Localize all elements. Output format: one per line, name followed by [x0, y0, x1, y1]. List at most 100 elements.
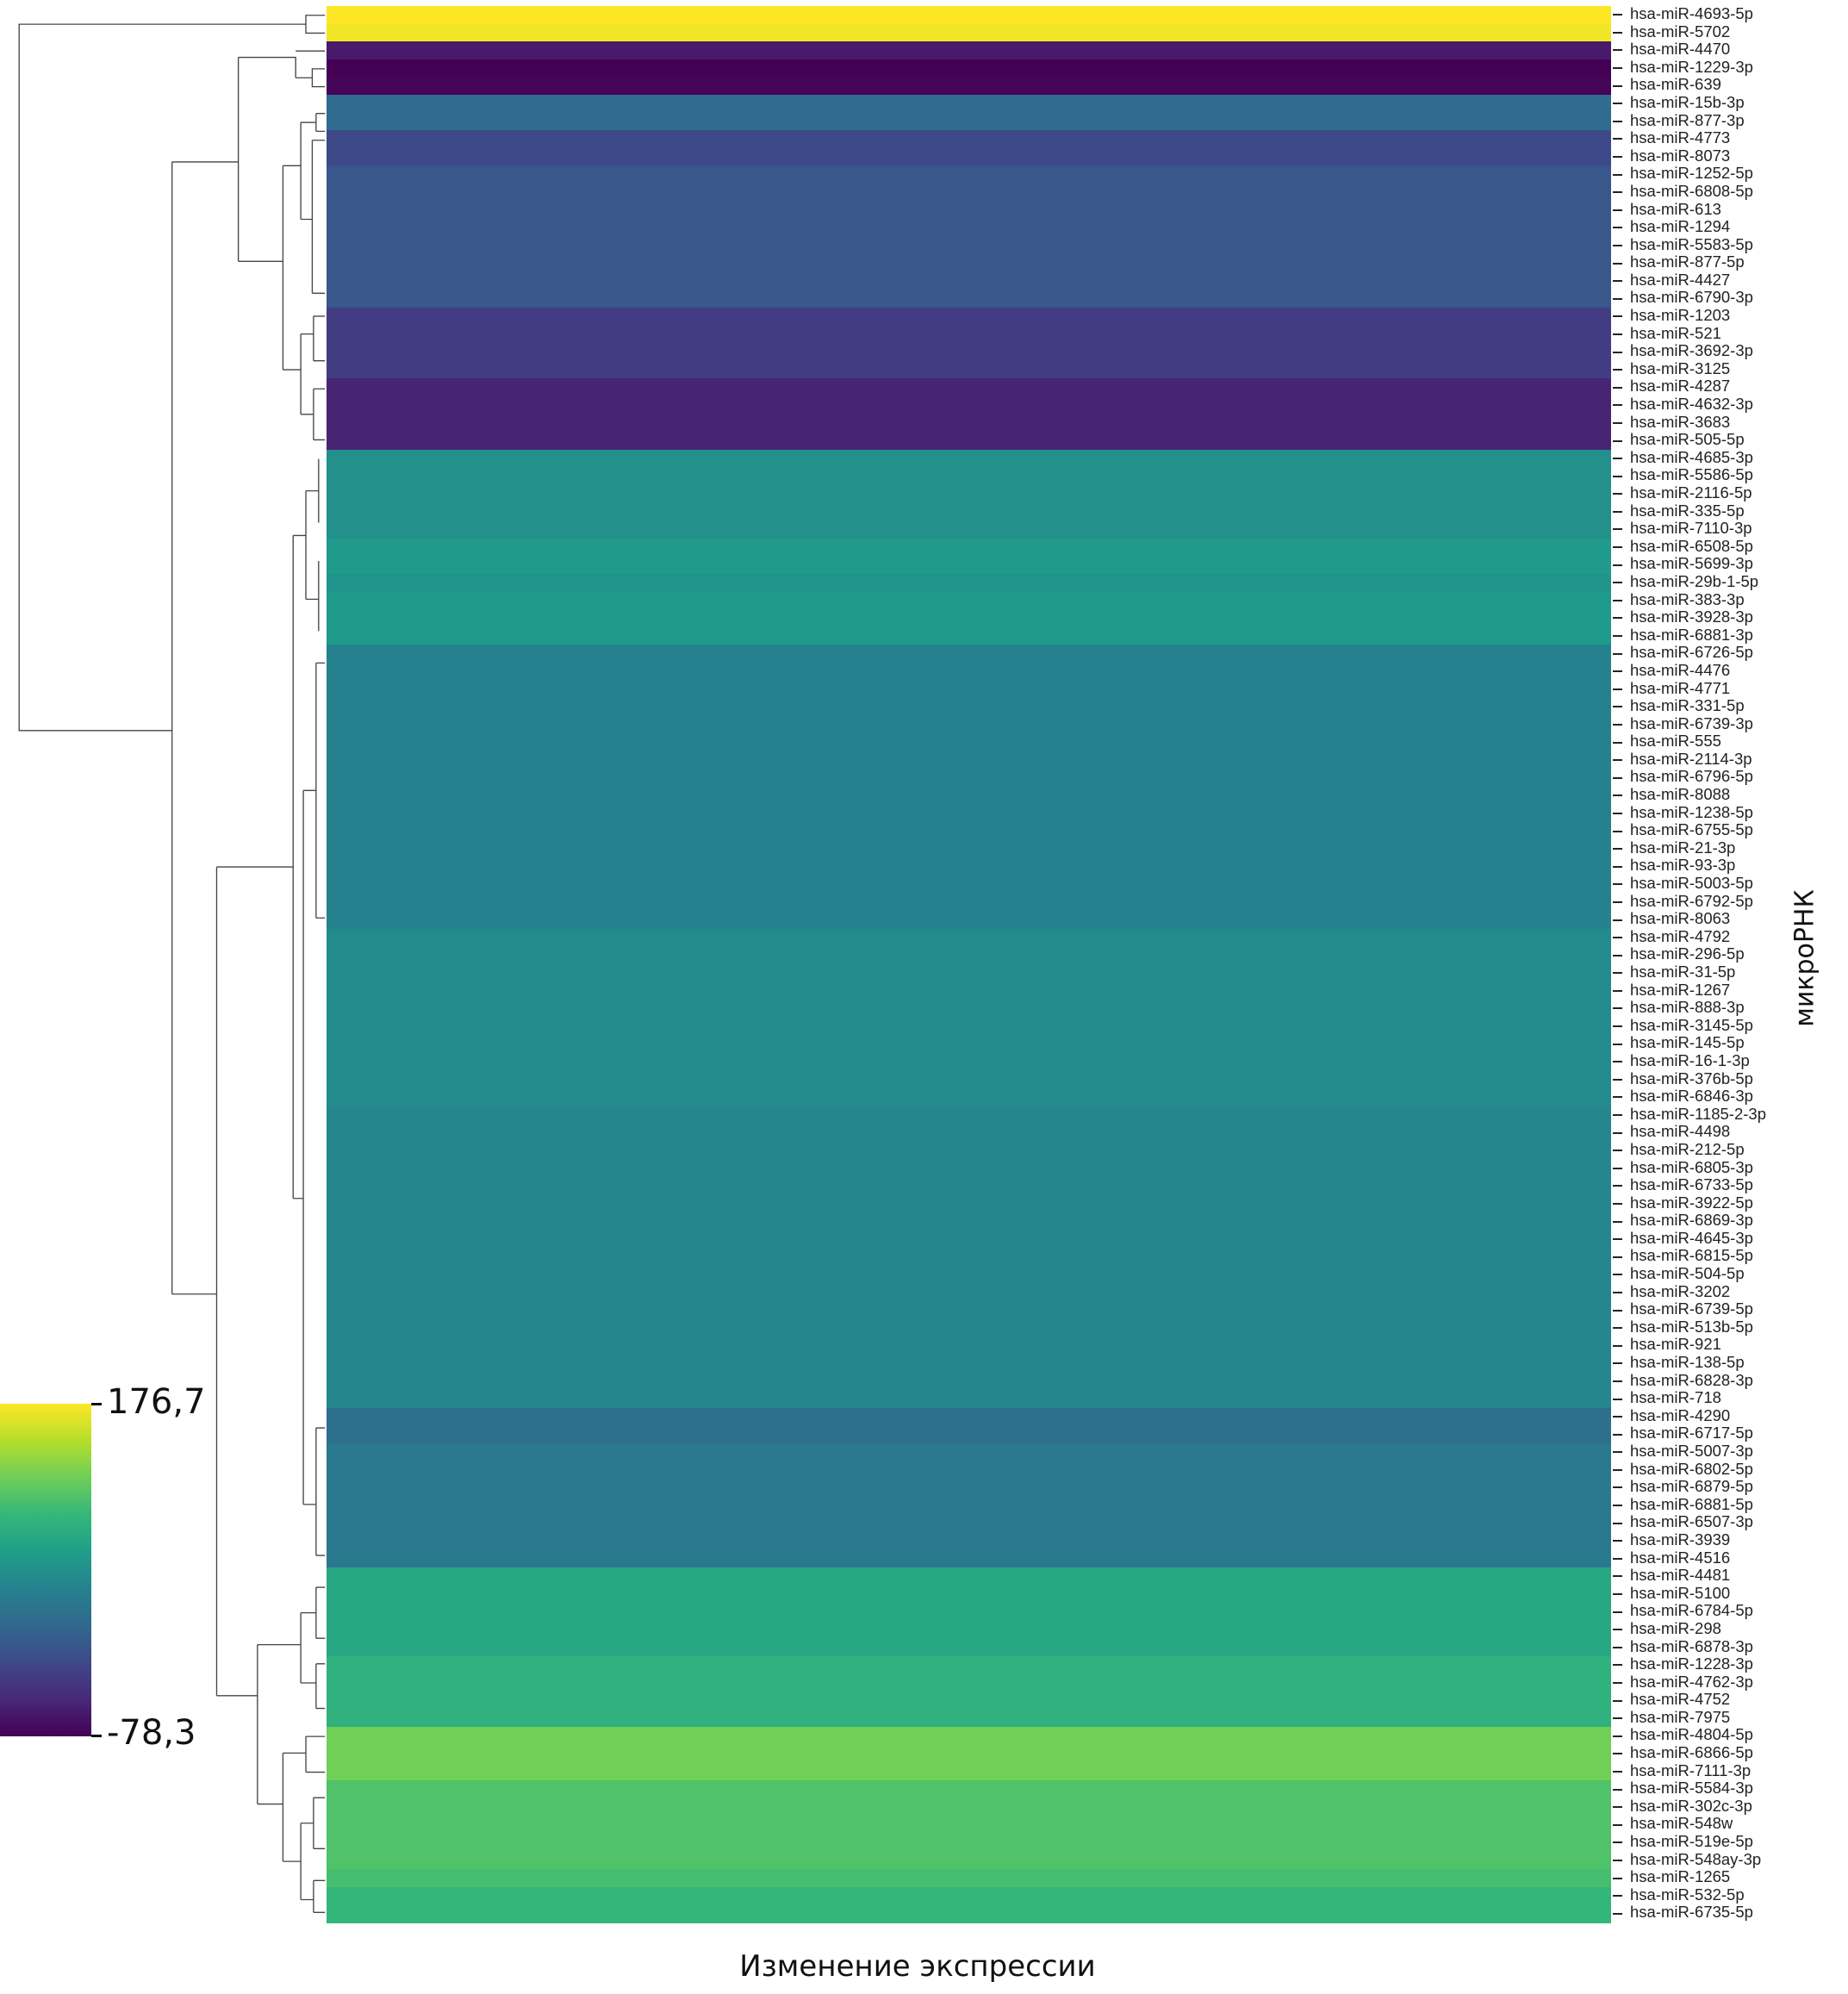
heatmap-cell: [327, 360, 1611, 380]
heatmap-cell: [327, 254, 1611, 273]
row-label: hsa-miR-298: [1630, 1618, 1721, 1637]
row-tick: [1613, 1522, 1622, 1524]
row-label: hsa-miR-8088: [1630, 785, 1731, 804]
row-tick: [1613, 1416, 1622, 1418]
row-tick: [1613, 1682, 1622, 1684]
row-tick: [1613, 475, 1622, 477]
heatmap-cell: [327, 1318, 1611, 1338]
heatmap-cell: [327, 94, 1611, 114]
colorbar: [0, 1404, 91, 1736]
row-tick: [1613, 1611, 1622, 1613]
row-tick: [1613, 954, 1622, 956]
row-tick: [1613, 1220, 1622, 1223]
row-label: hsa-miR-6881-3p: [1630, 625, 1753, 644]
row-label: hsa-miR-5702: [1630, 22, 1731, 41]
row-tick: [1613, 227, 1622, 229]
row-label: hsa-miR-504-5p: [1630, 1264, 1745, 1283]
heatmap-cell: [327, 1531, 1611, 1551]
row-tick: [1613, 830, 1622, 832]
row-tick: [1613, 937, 1622, 939]
heatmap-cell: [327, 1673, 1611, 1692]
row-tick: [1613, 84, 1622, 87]
colorbar-max-label: 176,7: [107, 1382, 206, 1422]
row-tick: [1613, 421, 1622, 424]
row-tick: [1613, 564, 1622, 566]
heatmap-cell: [327, 467, 1611, 486]
row-tick: [1613, 14, 1622, 16]
heatmap-cell: [327, 165, 1611, 184]
heatmap-cell: [327, 804, 1611, 823]
row-label: hsa-miR-4752: [1630, 1690, 1731, 1709]
heatmap-cell: [327, 1567, 1611, 1586]
row-label: hsa-miR-6879-5p: [1630, 1477, 1753, 1496]
row-tick: [1613, 31, 1622, 34]
heatmap-cell: [327, 1390, 1611, 1409]
row-tick: [1613, 848, 1622, 851]
row-label: hsa-miR-1267: [1630, 980, 1731, 999]
row-label: hsa-miR-6507-3p: [1630, 1512, 1753, 1531]
heatmap-cell: [327, 946, 1611, 965]
row-label: hsa-miR-888-3p: [1630, 998, 1745, 1017]
row-tick: [1613, 49, 1622, 52]
heatmap-cell: [327, 449, 1611, 468]
row-label: hsa-miR-335-5p: [1630, 501, 1745, 520]
row-tick: [1613, 404, 1622, 407]
row-tick: [1613, 1468, 1622, 1471]
row-label: hsa-miR-6802-5p: [1630, 1459, 1753, 1478]
heatmap-cell: [327, 77, 1611, 96]
row-tick: [1613, 1895, 1622, 1897]
row-tick: [1613, 1007, 1622, 1010]
heatmap-cell: [327, 1869, 1611, 1888]
row-tick: [1613, 245, 1622, 246]
heatmap-cell: [327, 893, 1611, 912]
row-label: hsa-miR-8063: [1630, 909, 1731, 928]
heatmap-cell: [327, 751, 1611, 770]
row-tick: [1613, 812, 1622, 814]
heatmap-cell: [327, 715, 1611, 734]
row-tick: [1613, 528, 1622, 531]
row-tick: [1613, 1505, 1622, 1507]
heatmap-cell: [327, 1000, 1611, 1019]
row-tick: [1613, 1699, 1622, 1702]
row-tick: [1613, 156, 1622, 159]
row-label: hsa-miR-212-5p: [1630, 1139, 1745, 1158]
row-tick: [1613, 173, 1622, 176]
row-tick: [1613, 1291, 1622, 1293]
heatmap-cell: [327, 1301, 1611, 1320]
row-tick: [1613, 776, 1622, 779]
heatmap-cell: [327, 822, 1611, 841]
row-label: hsa-miR-6739-5p: [1630, 1299, 1753, 1318]
colorbar-min-label: -78,3: [107, 1713, 196, 1753]
row-label: hsa-miR-4773: [1630, 128, 1731, 147]
row-label: hsa-miR-138-5p: [1630, 1353, 1745, 1372]
row-tick: [1613, 386, 1622, 389]
heatmap-cell: [327, 1283, 1611, 1302]
row-label: hsa-miR-31-5p: [1630, 963, 1736, 981]
row-tick: [1613, 1274, 1622, 1276]
row-tick: [1613, 1823, 1622, 1826]
heatmap-cell: [327, 1692, 1611, 1710]
heatmap-cell: [327, 1194, 1611, 1213]
row-label: hsa-miR-145-5p: [1630, 1033, 1745, 1052]
row-label: hsa-miR-5003-5p: [1630, 874, 1753, 893]
row-label: hsa-miR-6784-5p: [1630, 1601, 1753, 1620]
heatmap-cell: [327, 1549, 1611, 1568]
row-label: hsa-miR-3928-3p: [1630, 608, 1753, 626]
row-label: hsa-miR-6846-3p: [1630, 1087, 1753, 1106]
row-label: hsa-miR-3145-5p: [1630, 1015, 1753, 1034]
row-label: hsa-miR-6796-5p: [1630, 767, 1753, 786]
row-label: hsa-miR-1265: [1630, 1867, 1731, 1886]
row-label: hsa-miR-5583-5p: [1630, 234, 1753, 253]
heatmap-cell: [327, 1479, 1611, 1498]
heatmap-cell: [327, 680, 1611, 699]
heatmap-cell: [327, 1248, 1611, 1267]
row-tick: [1613, 103, 1622, 105]
row-label: hsa-miR-6508-5p: [1630, 536, 1753, 555]
row-tick: [1613, 1877, 1622, 1879]
row-tick: [1613, 1557, 1622, 1560]
row-label: hsa-miR-6717-5p: [1630, 1424, 1753, 1443]
heatmap-cell: [327, 1425, 1611, 1444]
heatmap-cell: [327, 1266, 1611, 1285]
row-label: hsa-miR-6808-5p: [1630, 181, 1753, 200]
